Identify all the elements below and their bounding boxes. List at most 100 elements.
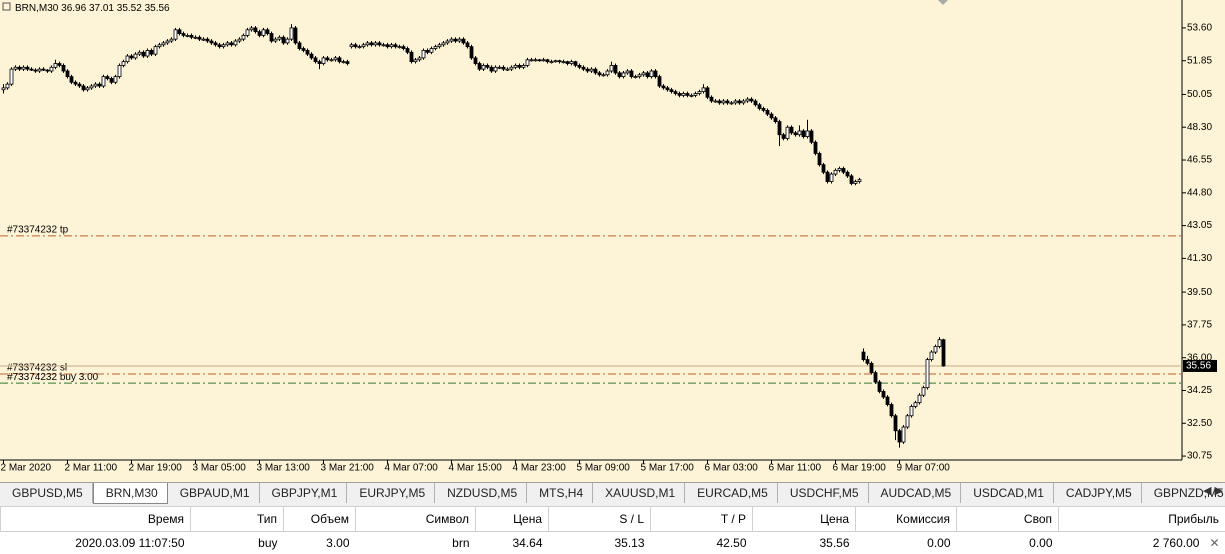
candle-body [610, 65, 613, 71]
candle-body [810, 131, 813, 142]
candle-body [570, 62, 573, 64]
candle-body [606, 71, 609, 75]
candle-body [54, 64, 57, 68]
column-header[interactable]: Цена [753, 507, 856, 532]
candle-body [934, 346, 937, 352]
candle-body [338, 58, 341, 62]
candle-body [518, 65, 521, 67]
tab[interactable]: GBPUSD,M5 [0, 483, 93, 503]
tab[interactable]: GBPAUD,M1 [168, 483, 260, 503]
tab[interactable]: MTS,H4 [527, 483, 593, 503]
candle-body [594, 69, 597, 73]
candle-body [306, 50, 309, 54]
candle-body [754, 101, 757, 105]
tab[interactable]: AUDCAD,M5 [869, 483, 962, 503]
x-tick-label: 3 Mar 13:00 [257, 463, 311, 474]
candle-body [46, 70, 49, 71]
candle-body [918, 395, 921, 402]
candle-body [618, 73, 621, 77]
candle-body [302, 49, 305, 51]
candle-body [182, 34, 185, 36]
tab[interactable]: GBPJPY,M1 [260, 483, 348, 503]
candle-body [562, 62, 565, 63]
x-tick-label: 2 Mar 11:00 [65, 463, 118, 474]
candle-body [194, 37, 197, 38]
candle-body [438, 45, 441, 47]
candle-body [454, 39, 457, 41]
cell-text: 2020.03.09 11:07:50 [75, 536, 184, 550]
y-tick-label: 50.05 [1187, 89, 1212, 100]
candle-body [514, 65, 517, 67]
cell-text: 2 760.00 [1153, 536, 1200, 550]
candle-body [714, 101, 717, 102]
tab[interactable]: USDCHF,M5 [778, 483, 869, 503]
tab[interactable]: BRN,M30 [93, 483, 168, 504]
candle-body [118, 65, 121, 76]
candle-body [854, 182, 857, 184]
column-header[interactable]: Цена [476, 507, 549, 532]
candle-body [774, 118, 777, 122]
candle-body [330, 60, 333, 61]
candle-body [70, 77, 73, 83]
candle-body [466, 43, 469, 47]
cell-text: 42.50 [716, 536, 746, 550]
close: 35.56 [145, 3, 170, 14]
tab[interactable]: EURJPY,M5 [347, 483, 435, 503]
candle-body [602, 75, 605, 76]
tab[interactable]: NZDUSD,M5 [435, 483, 527, 503]
column-header[interactable]: T / P [651, 507, 753, 532]
column-header[interactable]: Время [1, 507, 191, 532]
candle-body [298, 43, 301, 49]
column-header[interactable]: Комиссия [856, 507, 957, 532]
candle-body [482, 65, 485, 69]
candle-body [742, 101, 745, 103]
x-tick-label: 4 Mar 15:00 [449, 463, 503, 474]
symbol: BRN,M30 [15, 3, 59, 14]
column-header[interactable]: Тип [191, 507, 284, 532]
candle-body [654, 71, 657, 77]
column-header[interactable]: Объем [284, 507, 356, 532]
close-order[interactable]: ✕ [1209, 536, 1219, 550]
tab-scroll[interactable]: ◀ ▶ [1203, 484, 1223, 497]
column-header[interactable]: Символ [356, 507, 476, 532]
column-header[interactable]: Прибыль [1059, 507, 1225, 532]
x-tick-label: 5 Mar 17:00 [641, 463, 695, 474]
candle-body [230, 43, 233, 45]
tab[interactable]: EURCAD,M5 [685, 483, 778, 503]
candle-body [266, 30, 269, 34]
candle-body [526, 60, 529, 66]
tab[interactable]: USDCAD,M1 [961, 483, 1054, 503]
y-tick-label: 41.30 [1187, 253, 1212, 264]
candle-body [858, 180, 861, 182]
open: 36.96 [61, 3, 86, 14]
candle-body [334, 58, 337, 60]
candle-body [574, 62, 577, 66]
cell-text: 0.00 [1029, 536, 1052, 550]
candle-body [730, 103, 733, 104]
column-header[interactable]: S / L [549, 507, 651, 532]
candle-body [830, 174, 833, 181]
y-tick-label: 46.55 [1187, 155, 1212, 166]
candle-body [30, 69, 33, 70]
candle-body [510, 67, 513, 69]
candle-body [786, 127, 789, 138]
candle-body [6, 84, 9, 88]
candle-body [82, 86, 85, 90]
tab[interactable]: XAUUSD,M1 [593, 483, 685, 503]
candle-body [10, 69, 13, 84]
candle-body [258, 32, 261, 36]
candle-body [122, 62, 125, 66]
candle-body [406, 49, 409, 53]
candle-body [902, 427, 905, 442]
candle-body [670, 90, 673, 92]
candle-body [278, 37, 281, 39]
column-header[interactable]: Своп [957, 507, 1059, 532]
candle-body [254, 28, 257, 32]
candle-body [942, 340, 945, 366]
tab[interactable]: CADJPY,M5 [1054, 483, 1142, 503]
candle-body [866, 360, 869, 364]
candle-body [722, 101, 725, 103]
candle-body [374, 43, 377, 45]
candle-body [198, 37, 201, 39]
